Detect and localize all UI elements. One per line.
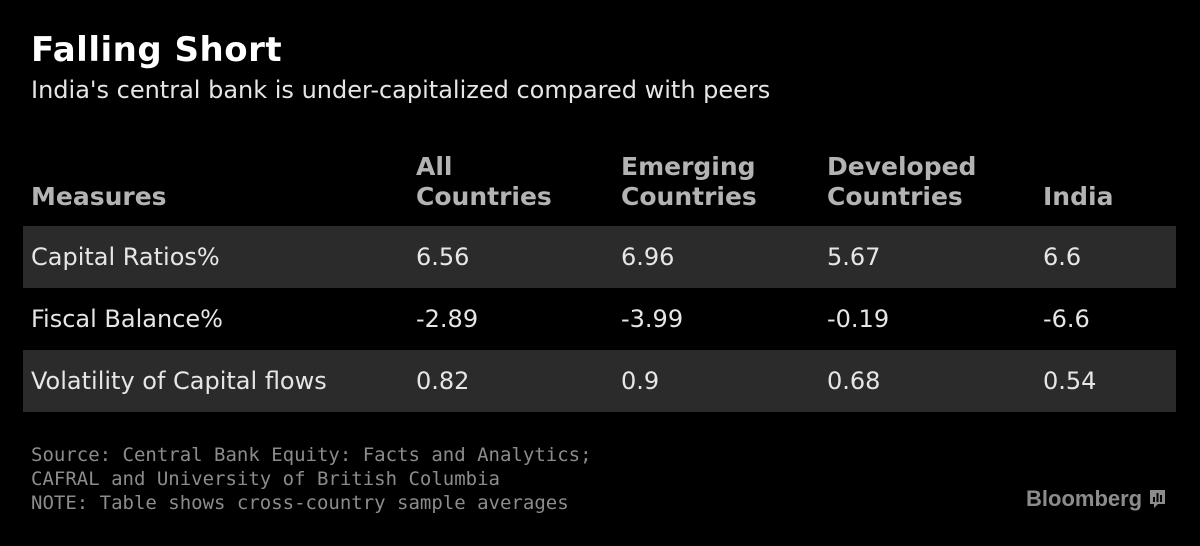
- table-cell: 6.96: [621, 243, 675, 271]
- bloomberg-chart-icon: [1150, 490, 1166, 508]
- row-label: Volatility of Capital flows: [31, 367, 327, 395]
- table-header-row: Measures All Countries Emerging Countrie…: [23, 140, 1176, 226]
- row-label: Capital Ratios%: [31, 243, 220, 271]
- table-cell: 5.67: [827, 243, 881, 271]
- table-cell: 0.68: [827, 367, 881, 395]
- table-row-volatility: Volatility of Capital flows 0.82 0.9 0.6…: [23, 350, 1176, 412]
- column-header-india: India: [1043, 182, 1114, 211]
- chart-subtitle: India's central bank is under-capitalize…: [31, 76, 771, 104]
- data-table: Measures All Countries Emerging Countrie…: [23, 140, 1176, 412]
- source-line: CAFRAL and University of British Columbi…: [31, 468, 500, 490]
- note-line: NOTE: Table shows cross-country sample a…: [31, 492, 569, 514]
- brand-text: Bloomberg: [1026, 486, 1143, 511]
- bloomberg-logo: Bloomberg: [1026, 486, 1166, 512]
- table-cell: 0.54: [1043, 367, 1097, 395]
- table-cell: -3.99: [621, 305, 684, 333]
- table-cell: 6.56: [416, 243, 470, 271]
- source-line: Source: Central Bank Equity: Facts and A…: [31, 444, 592, 466]
- row-label: Fiscal Balance%: [31, 305, 223, 333]
- footnotes: Source: Central Bank Equity: Facts and A…: [31, 443, 592, 515]
- table-cell: 0.82: [416, 367, 470, 395]
- table-row-fiscal-balance: Fiscal Balance% -2.89 -3.99 -0.19 -6.6: [23, 288, 1176, 350]
- column-header-emerging-countries: Emerging Countries: [621, 152, 757, 211]
- table-cell: 0.9: [621, 367, 660, 395]
- table-row-capital-ratios: Capital Ratios% 6.56 6.96 5.67 6.6: [23, 226, 1176, 288]
- table-cell: -2.89: [416, 305, 479, 333]
- column-header-developed-countries: Developed Countries: [827, 152, 977, 211]
- chart-title: Falling Short: [31, 30, 283, 70]
- table-cell: 6.6: [1043, 243, 1082, 271]
- column-header-measures: Measures: [31, 182, 167, 211]
- table-cell: -6.6: [1043, 305, 1090, 333]
- table-cell: -0.19: [827, 305, 890, 333]
- column-header-all-countries: All Countries: [416, 152, 552, 211]
